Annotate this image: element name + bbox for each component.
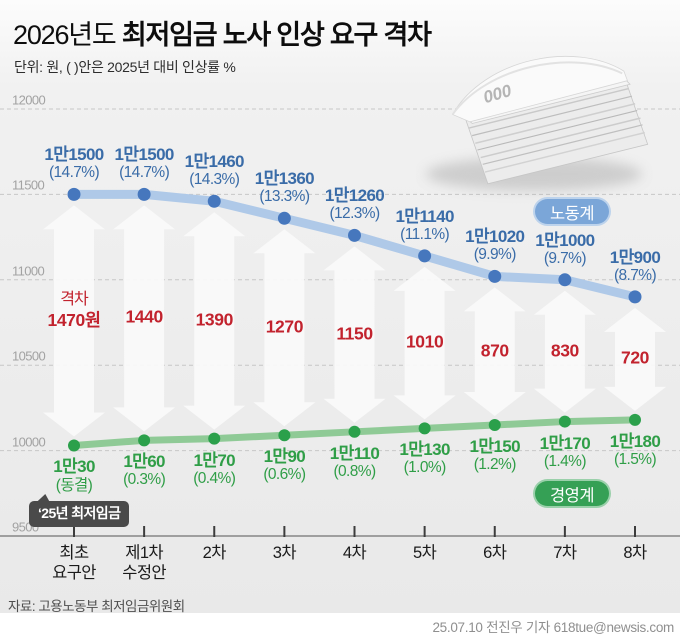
gap-arrow <box>113 205 176 432</box>
gap-arrow <box>463 287 526 416</box>
gap-arrow <box>393 266 456 420</box>
labor-data-point <box>348 228 361 242</box>
labor-series-badge: 노동계 <box>533 197 611 226</box>
banknote-stack: 000 <box>451 55 649 185</box>
management-data-point <box>208 432 221 445</box>
gap-arrow <box>323 246 386 423</box>
title-main: 최저임금 노사 인상 요구 격차 <box>121 20 432 50</box>
labor-data-point <box>418 249 432 263</box>
banknote-stack-image: 000 <box>426 55 649 191</box>
byline-credit: 25.07.10 전진우 기자 618tue@newsis.com <box>432 620 674 635</box>
gap-arrow <box>533 290 596 413</box>
management-data-point <box>418 422 431 435</box>
management-series-badge: 경영계 <box>533 479 611 508</box>
management-data-point <box>558 415 571 428</box>
management-data-point <box>629 413 641 426</box>
labor-data-point <box>488 269 502 283</box>
labor-data-point <box>207 194 221 208</box>
management-data-point <box>488 418 501 431</box>
labor-data-point <box>628 290 642 304</box>
management-data-point <box>138 434 151 447</box>
labor-data-point <box>558 273 572 287</box>
labor-data-point <box>277 211 291 225</box>
title-year: 2026년도 <box>13 20 117 50</box>
labor-data-point <box>137 187 151 201</box>
gap-arrow <box>253 229 316 427</box>
page-title: 2026년도 최저임금 노사 인상 요구 격차 <box>13 13 432 52</box>
unit-note: 단위: 원, ( )안은 2025년 대비 인상률 % <box>14 59 236 75</box>
gap-arrow <box>43 205 105 437</box>
min-wage-2025-callout: ‘25년 최저임금 <box>29 501 130 527</box>
gap-arrow <box>604 307 666 411</box>
management-data-point <box>68 439 80 452</box>
labor-data-point <box>67 187 81 201</box>
banknote-shadow <box>426 157 642 191</box>
management-data-point <box>278 429 291 442</box>
management-data-point <box>348 425 361 438</box>
gap-arrow <box>183 212 246 430</box>
source-note: 자료: 고용노동부 최저임금위원회 <box>8 599 185 614</box>
